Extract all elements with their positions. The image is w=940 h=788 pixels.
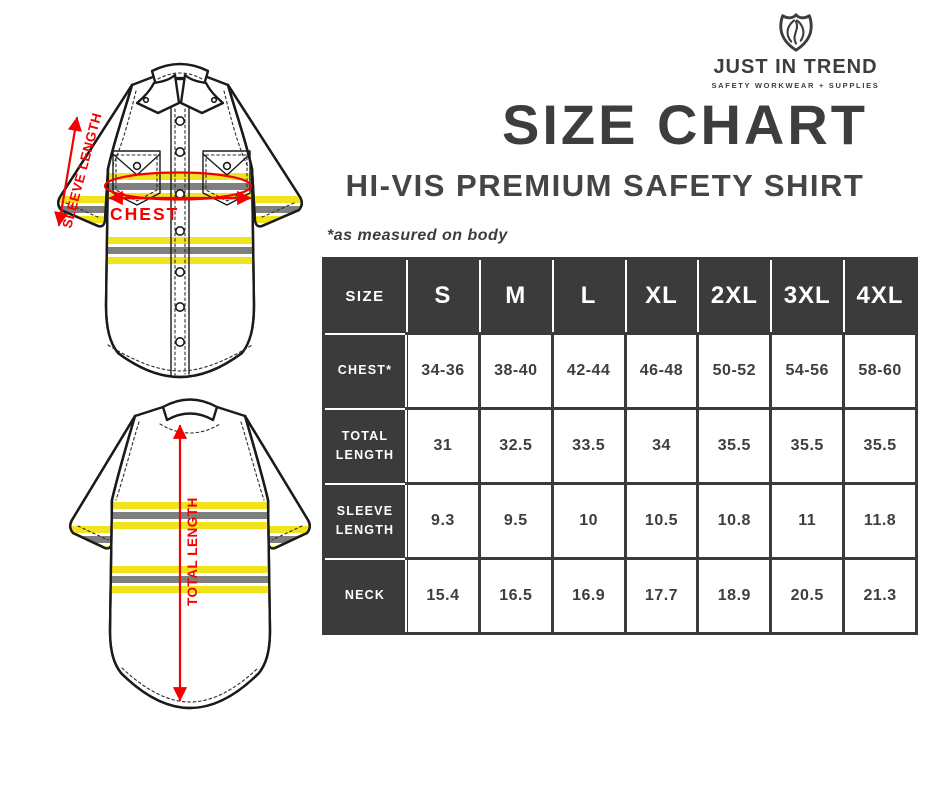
size-column-header: 4XL (845, 260, 915, 332)
size-value-cell: 10.5 (626, 485, 697, 557)
size-value-cell: 34-36 (408, 335, 478, 407)
back-torso-stripes (110, 502, 270, 593)
size-value-cell: 9.5 (480, 485, 551, 557)
size-value-cell: 46-48 (626, 335, 697, 407)
brand-logo-block: JUST IN TREND SAFETY WORKWEAR + SUPPLIES (698, 10, 893, 90)
size-column-header: L (553, 260, 624, 332)
measurement-row-label: NECK (325, 560, 405, 632)
size-value-cell: 35.5 (845, 410, 915, 482)
size-column-header: XL (626, 260, 697, 332)
measurement-note: *as measured on body (327, 227, 508, 244)
collar (135, 62, 225, 115)
size-value-cell: 16.9 (553, 560, 624, 632)
size-column-header: S (408, 260, 478, 332)
measurement-row-label: CHEST* (325, 335, 405, 407)
size-value-cell: 15.4 (408, 560, 478, 632)
size-table: SIZE S M L XL 2XL 3XL 4XL CHEST* 34-36 38-40 42-44 4… (322, 257, 918, 635)
brand-name: JUST IN TREND (713, 56, 878, 78)
chest-label: CHEST (110, 204, 179, 224)
front-right-sleeve-stripes (228, 196, 302, 223)
size-value-cell: 10 (553, 485, 624, 557)
front-left-sleeve-stripes (58, 196, 132, 223)
measurement-row-label: TOTAL LENGTH (325, 410, 405, 482)
product-subtitle: HI-VIS PREMIUM SAFETY SHIRT (345, 168, 865, 203)
page-title: SIZE CHART (502, 93, 868, 156)
size-value-cell: 11.8 (845, 485, 915, 557)
size-column-header: 2XL (699, 260, 770, 332)
size-value-cell: 34 (626, 410, 697, 482)
size-value-cell: 54-56 (772, 335, 843, 407)
size-value-cell: 18.9 (699, 560, 770, 632)
shirt-front-diagram: CHEST SLEEVE LENGTH (54, 62, 303, 379)
size-table-corner-label: SIZE (325, 260, 405, 332)
size-value-cell: 16.5 (480, 560, 551, 632)
size-value-cell: 10.8 (699, 485, 770, 557)
size-value-cell: 33.5 (553, 410, 624, 482)
sleeve-length-arrow (54, 116, 82, 227)
size-column-header: M (480, 260, 551, 332)
size-value-cell: 11 (772, 485, 843, 557)
shield-flame-logo-icon (778, 13, 813, 52)
size-value-cell: 9.3 (408, 485, 478, 557)
back-collar (159, 398, 221, 434)
size-value-cell: 50-52 (699, 335, 770, 407)
size-value-cell: 38-40 (480, 335, 551, 407)
size-value-cell: 42-44 (553, 335, 624, 407)
size-value-cell: 32.5 (480, 410, 551, 482)
size-value-cell: 20.5 (772, 560, 843, 632)
size-value-cell: 17.7 (626, 560, 697, 632)
size-value-cell: 31 (408, 410, 478, 482)
size-column-header: 3XL (772, 260, 843, 332)
size-value-cell: 35.5 (699, 410, 770, 482)
button-placket (170, 106, 190, 376)
total-length-label: TOTAL LENGTH (185, 497, 200, 606)
brand-tagline: SAFETY WORKWEAR + SUPPLIES (711, 81, 880, 90)
measurement-row-label: SLEEVE LENGTH (325, 485, 405, 557)
size-value-cell: 21.3 (845, 560, 915, 632)
size-value-cell: 35.5 (772, 410, 843, 482)
shirt-back-diagram: TOTAL LENGTH (69, 398, 311, 710)
size-value-cell: 58-60 (845, 335, 915, 407)
